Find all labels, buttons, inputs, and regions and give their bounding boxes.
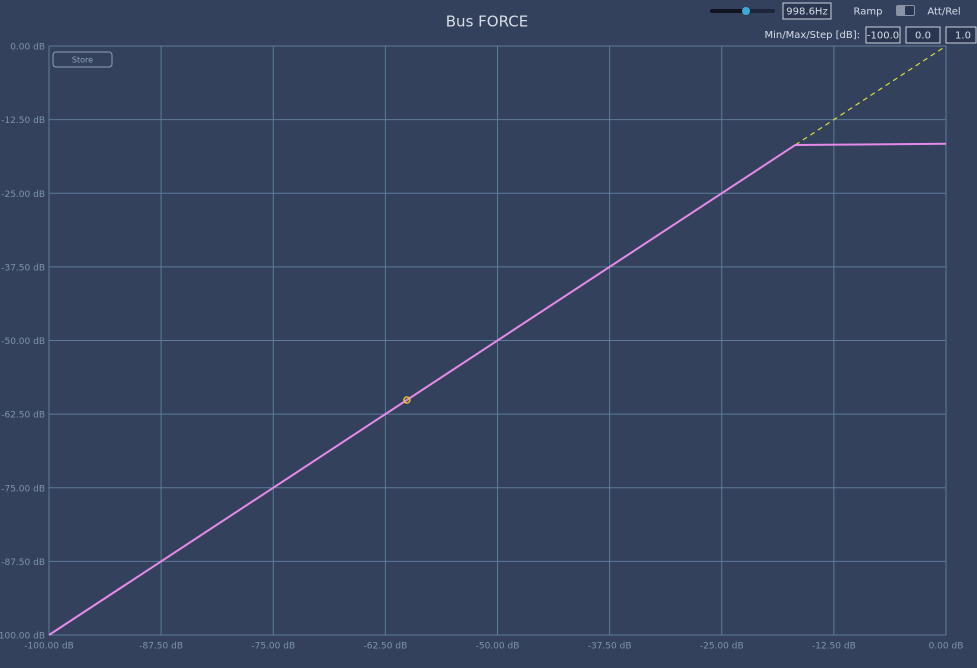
- y-tick-label: -25.00 dB: [1, 190, 45, 200]
- series-line: [48, 142, 947, 636]
- x-tick-label: -25.00 dB: [700, 642, 744, 652]
- y-tick-label: 0.00 dB: [10, 43, 45, 53]
- x-tick-label: -100.00 dB: [24, 642, 74, 652]
- store-label: Store: [72, 56, 93, 65]
- x-tick-label: -50.00 dB: [476, 642, 520, 652]
- x-tick-label: 0.00 dB: [929, 642, 964, 652]
- y-tick-label: -75.00 dB: [1, 484, 45, 494]
- series-line: [794, 45, 947, 146]
- y-tick-label: -62.50 dB: [1, 411, 45, 421]
- y-tick-label: -87.50 dB: [1, 558, 45, 568]
- min-max-step-label: Min/Max/Step [dB]:: [765, 30, 860, 41]
- point-marker: [403, 396, 411, 404]
- step-value: 1.0: [955, 31, 971, 42]
- y-tick-label: -37.50 dB: [1, 263, 45, 273]
- x-tick-label: -87.50 dB: [139, 642, 183, 652]
- y-tick-label: -100.00 dB: [0, 632, 45, 642]
- x-tick-label: -62.50 dB: [363, 642, 407, 652]
- att-rel-label: Att/Rel: [927, 7, 960, 18]
- y-tick-label: -50.00 dB: [1, 337, 45, 347]
- min-value: -100.0: [867, 31, 899, 42]
- plot: -100.00 dB -87.50 dB -75.00 dB -62.50 dB -50…: [0, 43, 963, 652]
- max-box[interactable]: [905, 26, 941, 44]
- chart-title: Bus FORCE: [446, 13, 528, 31]
- frequency-box[interactable]: [782, 2, 832, 20]
- max-value: 0.0: [915, 31, 931, 42]
- x-tick-label: -37.50 dB: [588, 642, 632, 652]
- min-box[interactable]: [865, 26, 901, 44]
- slider-fill: [710, 9, 746, 13]
- y-tick-label: -12.50 dB: [1, 116, 45, 126]
- ramp-label: Ramp: [854, 7, 883, 18]
- x-tick-label: -75.00 dB: [251, 642, 295, 652]
- slider-knob[interactable]: [742, 7, 750, 15]
- x-tick-label: -12.50 dB: [812, 642, 856, 652]
- store-button[interactable]: [52, 51, 113, 68]
- frequency-value: 998.6Hz: [786, 7, 827, 18]
- step-box[interactable]: [945, 26, 977, 44]
- toggle-thumb: [905, 6, 914, 15]
